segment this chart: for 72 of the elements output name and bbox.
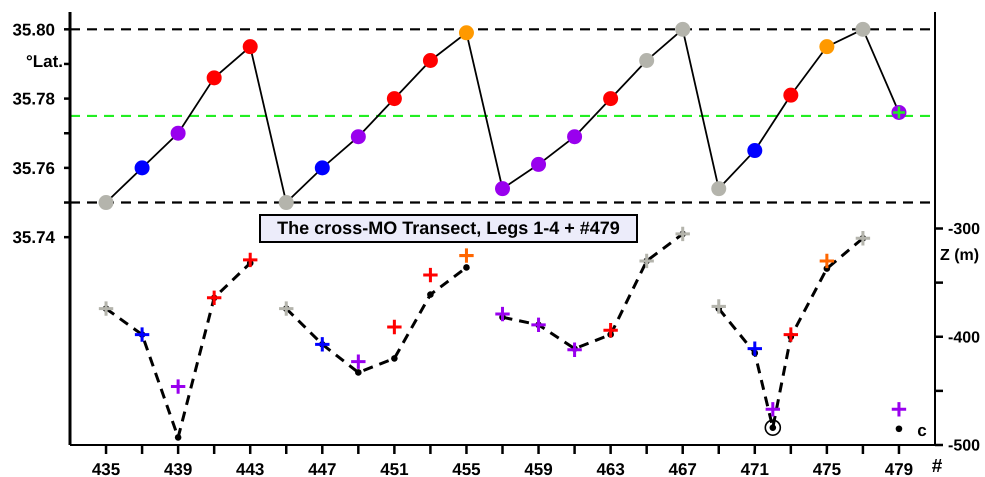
point: [205, 289, 223, 306]
point: [134, 160, 150, 176]
point: [386, 91, 402, 106]
point: [458, 25, 474, 40]
x-tick-label: 471: [740, 460, 769, 477]
point: [391, 355, 398, 362]
point: [746, 340, 764, 358]
point: [355, 369, 362, 376]
point: [494, 305, 512, 323]
x-tick-label: 463: [596, 460, 625, 477]
x-tick-label: 451: [380, 460, 409, 477]
point: [764, 419, 782, 436]
point: [639, 52, 654, 68]
point: [314, 336, 332, 354]
x-tick-label: 439: [164, 460, 192, 477]
annotation: c: [917, 421, 927, 440]
x-tick-label: 475: [812, 460, 842, 477]
point: [896, 425, 902, 432]
point: [241, 251, 259, 269]
x-tick-label: 443: [236, 460, 264, 477]
y-axis-title: °Lat.: [26, 52, 63, 71]
y-tick-label: 35.74: [12, 228, 56, 248]
point: [174, 434, 182, 441]
point: [169, 378, 187, 396]
x-tick-label: 459: [524, 460, 553, 477]
point: [818, 252, 836, 270]
point: [386, 318, 404, 336]
y2-axis-title: Z (m): [940, 247, 980, 264]
point: [133, 326, 151, 344]
point: [566, 341, 584, 358]
text: The cross-MO Transect, Legs 1-4 + #479: [259, 214, 638, 243]
y2-tick-label: -300: [948, 221, 980, 238]
point: [747, 143, 762, 158]
point: [350, 352, 368, 370]
x-axis-title: #: [932, 456, 943, 477]
point: [855, 22, 870, 37]
point: [422, 52, 438, 68]
point: [710, 298, 728, 316]
y-tick-label: 35.80: [12, 20, 55, 40]
point: [674, 225, 692, 243]
y2-tick-label: -500: [948, 438, 980, 455]
x-tick-label: 447: [308, 460, 336, 477]
point: [675, 22, 690, 37]
point: [98, 195, 114, 210]
point: [278, 300, 295, 318]
point: [206, 70, 222, 86]
y-tick-label: 35.76: [12, 158, 55, 178]
point: [314, 160, 330, 176]
point: [242, 39, 258, 54]
point: [602, 322, 620, 339]
point: [711, 181, 726, 196]
point: [854, 230, 872, 247]
point: [427, 291, 434, 298]
x-tick-label: 479: [884, 460, 914, 477]
point: [530, 316, 548, 334]
point: [783, 88, 798, 103]
y-tick-label: 35.78: [12, 90, 55, 109]
point: [782, 326, 800, 344]
point: [819, 39, 834, 54]
x-tick-label: 455: [452, 460, 481, 477]
point: [97, 300, 115, 318]
point: [603, 91, 618, 106]
point: [638, 252, 656, 270]
point: [463, 264, 470, 271]
point: [422, 266, 440, 284]
x-tick-label: 467: [668, 460, 697, 477]
point: [890, 400, 908, 418]
point: [764, 400, 782, 418]
x-tick-label: 435: [92, 460, 120, 477]
point: [458, 246, 476, 264]
y2-tick-label: -400: [948, 329, 980, 346]
point: [278, 195, 294, 210]
